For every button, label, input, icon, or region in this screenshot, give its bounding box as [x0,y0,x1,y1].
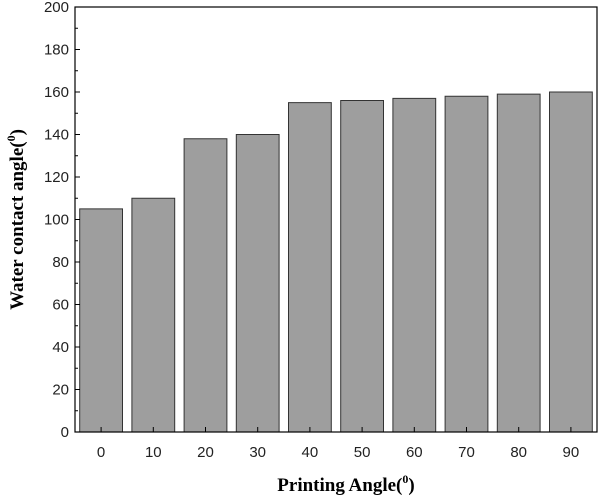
bars-group [79,91,593,433]
bar-70 [444,95,489,433]
x-tick-label: 60 [406,444,423,461]
y-axis-title: Water contact angle(0) [4,129,28,310]
y-tick-label: 140 [44,127,69,144]
plot-frame [74,6,598,433]
x-tick-label: 20 [197,444,214,461]
bar-30 [235,134,280,433]
y-tick-label: 40 [52,339,69,356]
x-tick-label: 40 [302,444,319,461]
x-axis-title-close: ) [408,475,414,496]
x-axis-ticks: 0 10 20 30 40 50 60 70 80 90 [97,427,579,461]
x-tick-label: 30 [249,444,266,461]
x-axis-title-main: Printing Angle( [277,475,402,496]
bar-90 [549,91,593,433]
bar-40 [288,102,332,433]
bar-20 [183,138,228,433]
x-tick-label: 80 [510,444,527,461]
y-tick-label: 60 [52,297,69,314]
bar-60 [392,97,437,433]
y-axis-title-sup: 0 [4,135,18,141]
y-tick-label: 120 [44,169,69,186]
y-axis-ticks: 0 20 40 60 80 100 120 140 160 180 200 [44,0,80,441]
x-tick-label: 70 [458,444,475,461]
x-tick-label: 50 [354,444,371,461]
x-tick-label: 90 [563,444,580,461]
bar-80 [496,93,541,433]
y-tick-label: 0 [61,424,69,441]
bar-0 [79,208,123,433]
y-axis-title-close: ) [7,129,28,135]
y-tick-label: 80 [52,254,69,271]
y-tick-label: 20 [52,382,69,399]
x-axis-title-sup: 0 [402,472,408,486]
x-tick-label: 0 [97,444,105,461]
x-axis-title: Printing Angle(0) [277,472,414,496]
y-axis-title-main: Water contact angle( [7,141,28,310]
bar-50 [340,100,385,433]
bar-10 [131,197,176,433]
y-tick-label: 100 [44,212,69,229]
y-tick-label: 180 [44,42,69,59]
y-tick-label: 200 [44,0,69,16]
y-tick-label: 160 [44,84,69,101]
x-tick-label: 10 [145,444,162,461]
